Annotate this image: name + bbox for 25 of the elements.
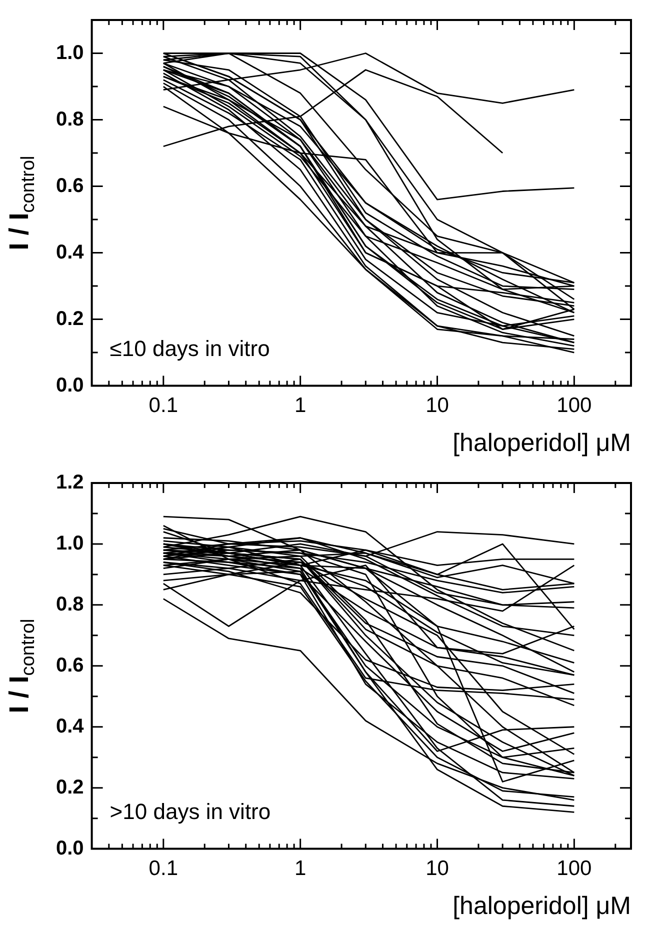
y-tick-label: 0.4 (56, 241, 85, 264)
y-tick-label: 0.0 (56, 374, 84, 396)
x-tick-label: 10 (426, 394, 449, 418)
x-tick-label: 1 (294, 394, 306, 418)
x-axis-title: [haloperidol] μM (452, 428, 631, 457)
y-tick-label: 0.2 (56, 308, 84, 330)
y-tick-label: 1.0 (56, 532, 84, 554)
annotation: >10 days in vitro (110, 798, 271, 824)
y-tick-label: 0.8 (56, 593, 84, 616)
y-tick-label: 0.6 (56, 654, 84, 676)
x-tick-label: 1 (294, 857, 306, 880)
x-tick-label: 100 (556, 394, 592, 418)
y-tick-label: 0.0 (56, 837, 84, 860)
y-tick-label: 1.2 (56, 472, 84, 494)
y-tick-label: 0.8 (56, 108, 84, 130)
y-tick-label: 1.0 (56, 42, 84, 64)
annotation: ≤10 days in vitro (110, 336, 270, 361)
x-tick-label: 10 (426, 857, 449, 880)
x-axis-title: [haloperidol] μM (452, 892, 631, 920)
x-tick-label: 0.1 (148, 394, 178, 418)
y-tick-label: 0.6 (56, 174, 84, 197)
y-tick-label: 0.2 (56, 776, 84, 798)
x-tick-label: 100 (556, 857, 592, 880)
y-tick-label: 0.4 (56, 715, 85, 738)
x-tick-label: 0.1 (148, 857, 178, 880)
